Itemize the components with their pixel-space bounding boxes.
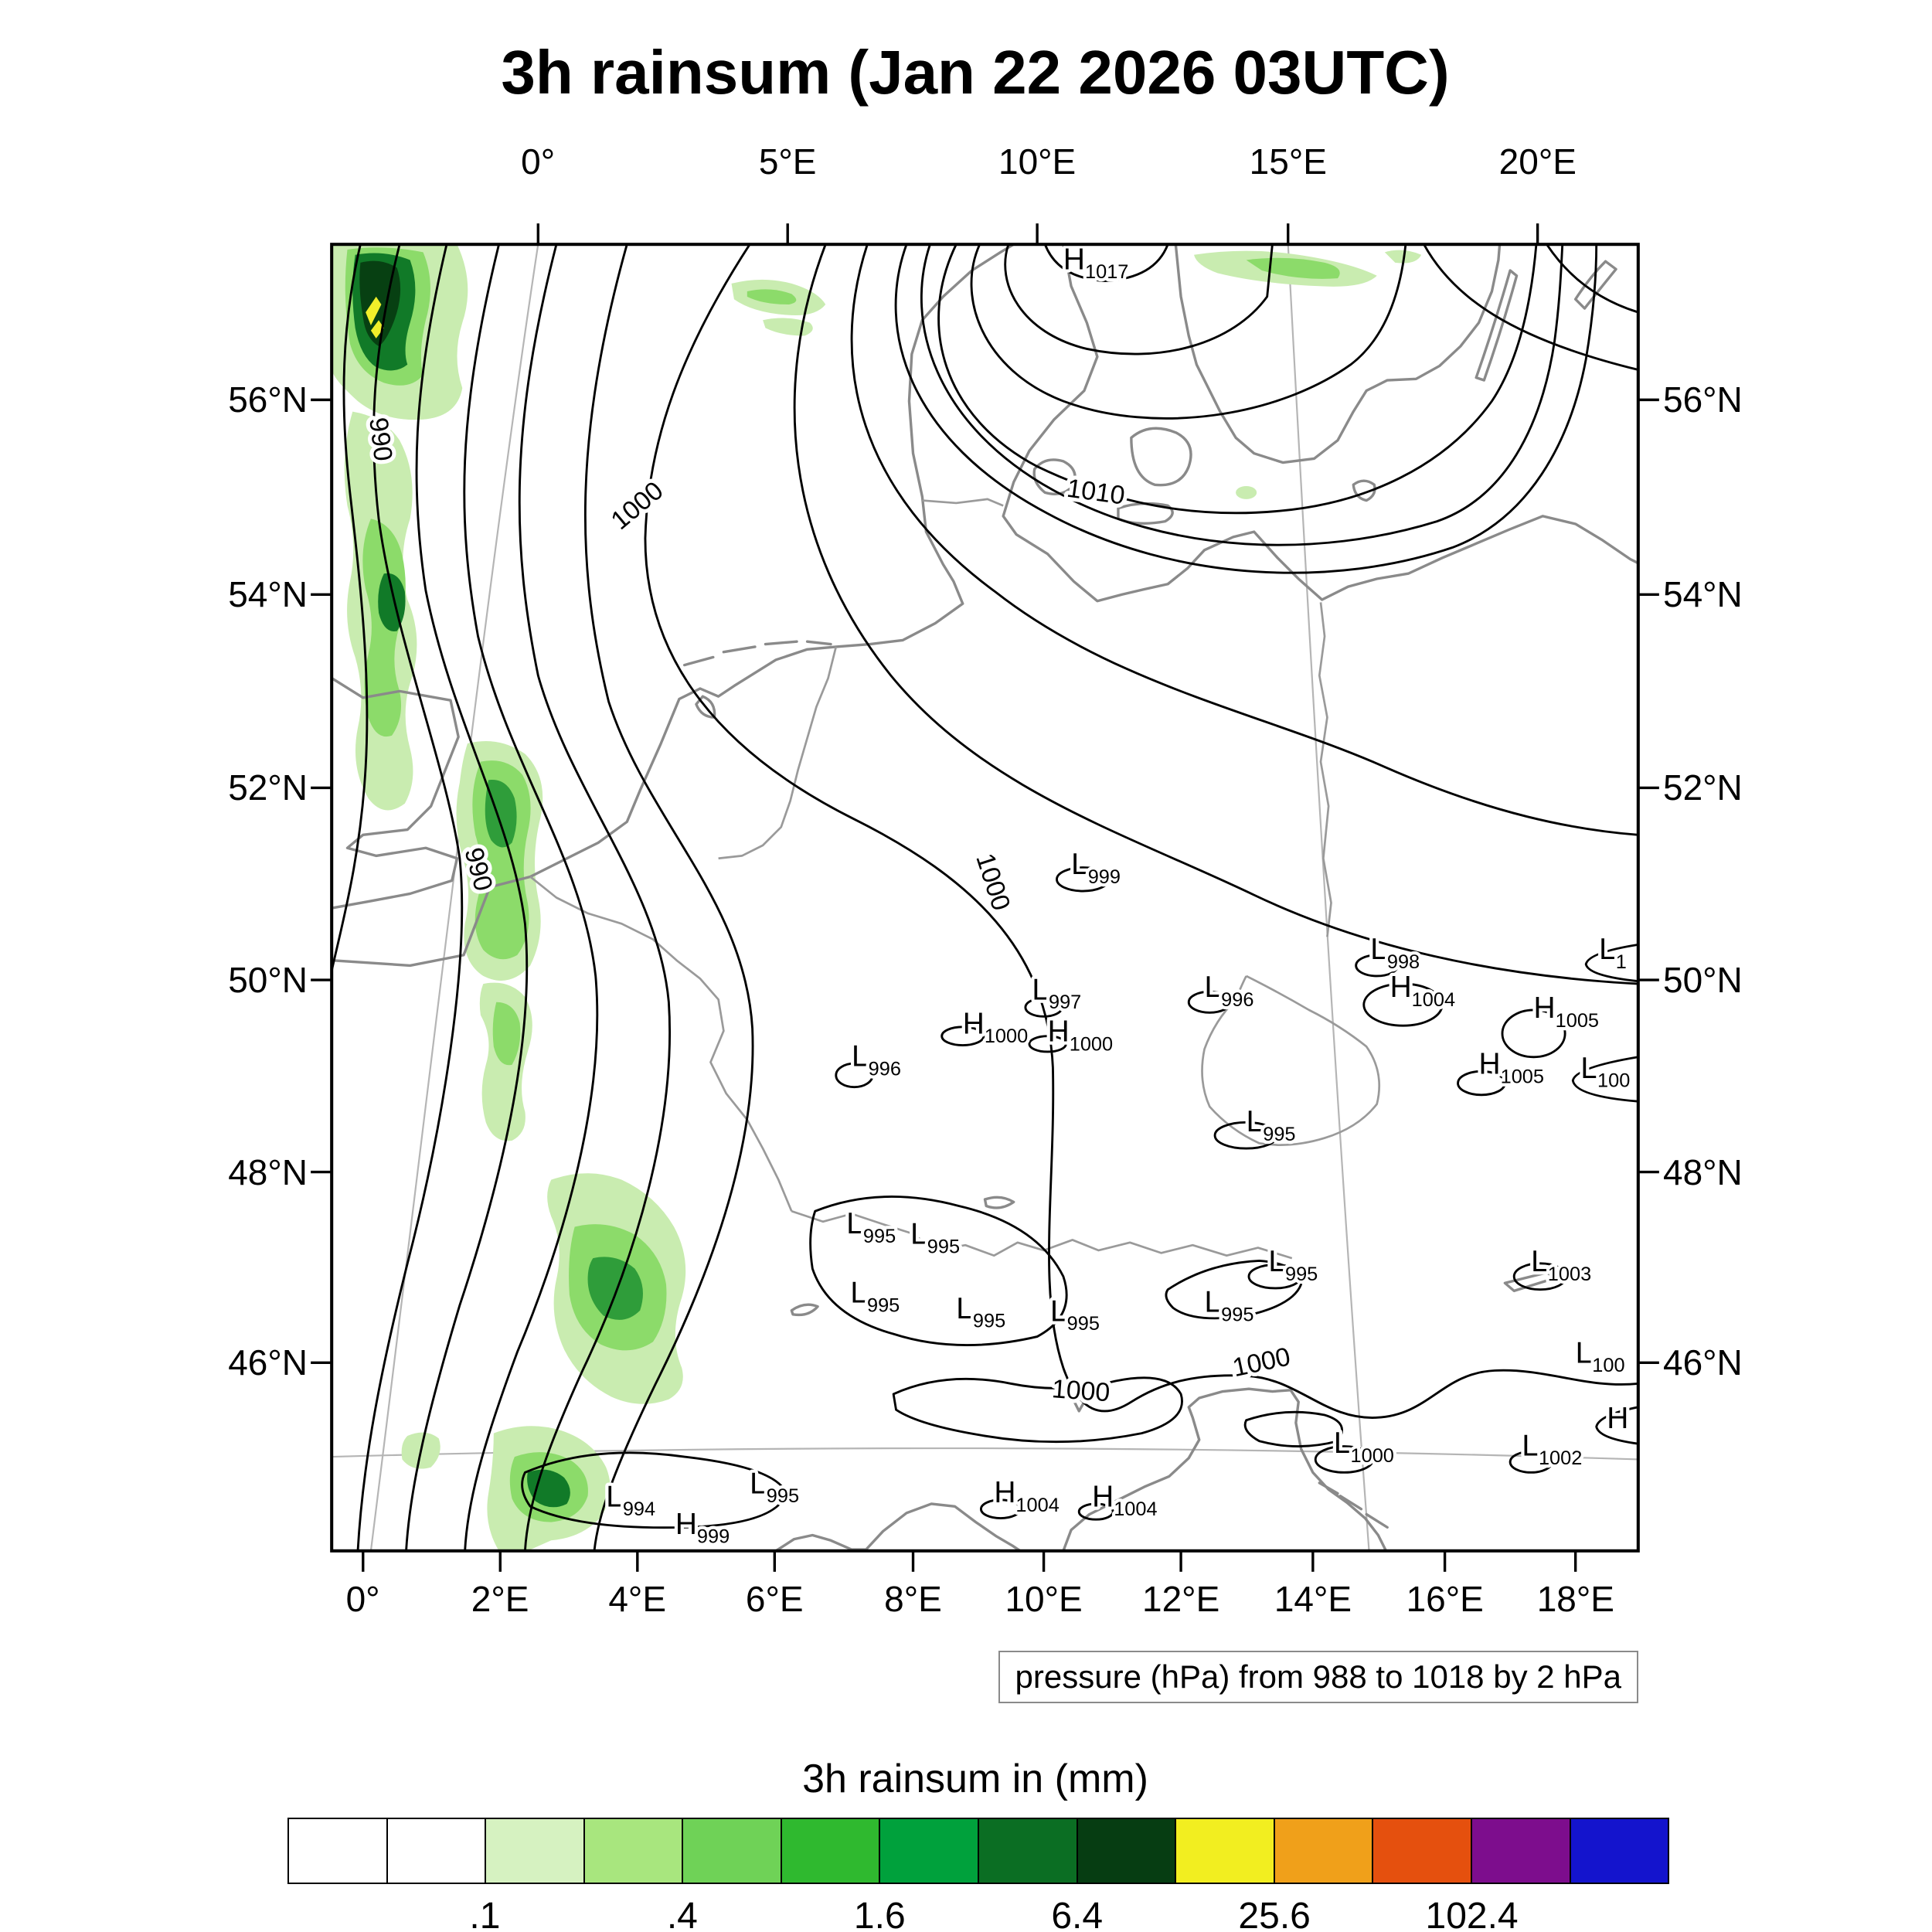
pressure-center-label: L100	[1580, 1052, 1630, 1092]
bottom-axis-label: 6°E	[745, 1579, 804, 1619]
colorbar-tick-label: 6.4	[1051, 1896, 1104, 1932]
pressure-caption: pressure (hPa) from 988 to 1018 by 2 hPa	[1015, 1658, 1621, 1695]
colorbar-tick-label: 102.4	[1425, 1896, 1519, 1932]
bottom-axis-label: 14°E	[1274, 1579, 1352, 1619]
pressure-center-label: L996	[1205, 971, 1254, 1011]
pressure-center-label: L995	[846, 1207, 896, 1247]
pressure-center-label: L996	[852, 1040, 901, 1080]
pressure-center-label: L999	[1071, 848, 1121, 888]
left-axis-label: 46°N	[228, 1342, 308, 1383]
pressure-center-label: H1005	[1534, 992, 1599, 1032]
bottom-axis-label: 16°E	[1406, 1579, 1484, 1619]
pressure-center-label: H1005	[1479, 1048, 1544, 1088]
colorbar-box	[1373, 1819, 1472, 1883]
bottom-axis-label: 18°E	[1536, 1579, 1614, 1619]
colorbar-box	[979, 1819, 1078, 1883]
colorbar-tick-label: .4	[666, 1896, 698, 1932]
colorbar-box	[584, 1819, 684, 1883]
colorbar-box	[1176, 1819, 1275, 1883]
pressure-center-label: L1002	[1522, 1429, 1582, 1469]
right-axis-label: 52°N	[1663, 767, 1743, 808]
right-axis-label: 50°N	[1663, 960, 1743, 1001]
pressure-center-label: L995	[1050, 1294, 1100, 1335]
left-axis-label: 52°N	[228, 767, 308, 808]
pressure-center-label: L995	[1268, 1245, 1318, 1285]
pressure-center-label: L995	[956, 1292, 1005, 1332]
pressure-center-label: L995	[1247, 1105, 1296, 1145]
top-axis-label: 20°E	[1498, 141, 1577, 182]
colorbar-box	[387, 1819, 487, 1883]
top-axis-label: 15°E	[1249, 141, 1327, 182]
top-axis-label: 5°E	[758, 141, 817, 182]
bottom-axis-label: 0°	[345, 1579, 380, 1619]
colorbar-box	[289, 1819, 388, 1883]
pressure-center-label: L1	[1599, 933, 1627, 973]
colorbar	[287, 1818, 1669, 1884]
pressure-center-label: L1003	[1531, 1245, 1591, 1285]
pressure-center-label: H1004	[1092, 1480, 1157, 1520]
right-axis-label: 54°N	[1663, 574, 1743, 615]
pressure-center-label: L997	[1032, 973, 1081, 1013]
map-background	[332, 244, 1638, 1551]
right-axis-label: 46°N	[1663, 1342, 1743, 1383]
colorbar-box	[1274, 1819, 1374, 1883]
colorbar-box	[1570, 1819, 1668, 1883]
pressure-center-label: H1004	[1390, 971, 1455, 1011]
pressure-center-label: H1017	[1063, 243, 1128, 283]
page-title: 3h rainsum (Jan 22 2026 03UTC)	[501, 38, 1450, 107]
country-borders	[529, 498, 1381, 1260]
top-axis-label: 10°E	[998, 141, 1077, 182]
colorbar-tick-label: 25.6	[1238, 1896, 1311, 1932]
isobar-value-label: 990	[363, 416, 398, 463]
pressure-center-label: L998	[1370, 933, 1420, 973]
top-axis-label: 0°	[521, 141, 556, 182]
colorbar-box	[683, 1819, 782, 1883]
bottom-axis-label: 10°E	[1005, 1579, 1083, 1619]
pressure-center-label: L995	[850, 1277, 900, 1317]
left-axis-label: 56°N	[228, 379, 308, 420]
coastlines	[332, 244, 1638, 1551]
bottom-axis-label: 8°E	[884, 1579, 942, 1619]
pressure-center-label: L995	[1205, 1285, 1254, 1325]
pressure-center-label: H1000	[963, 1007, 1028, 1047]
pressure-center-label: L994	[606, 1480, 655, 1520]
left-axis-label: 54°N	[228, 574, 308, 615]
pressure-caption-box: pressure (hPa) from 988 to 1018 by 2 hPa	[998, 1651, 1638, 1703]
colorbar-title: 3h rainsum in (mm)	[802, 1757, 1148, 1801]
left-axis-label: 50°N	[228, 960, 308, 1001]
bottom-axis-label: 12°E	[1142, 1579, 1220, 1619]
pressure-center-label: L995	[750, 1467, 799, 1507]
pressure-center-label: H1000	[1048, 1015, 1113, 1055]
pressure-center-label: H999	[675, 1508, 730, 1548]
map-frame	[330, 243, 1640, 1553]
colorbar-box	[1471, 1819, 1571, 1883]
pressure-center-label: H1004	[994, 1476, 1059, 1516]
pressure-center-label: H	[1607, 1402, 1628, 1435]
axis-ticks	[311, 223, 1659, 1572]
colorbar-box	[1077, 1819, 1177, 1883]
pressure-center-label: L995	[910, 1218, 960, 1258]
rain-shading	[332, 244, 1422, 1551]
isobar-value-label: 1000	[1051, 1374, 1111, 1407]
right-axis-label: 48°N	[1663, 1151, 1743, 1192]
pressure-center-label: L100	[1576, 1336, 1625, 1376]
pressure-contours	[332, 244, 1638, 1551]
right-axis-label: 56°N	[1663, 379, 1743, 420]
colorbar-box	[486, 1819, 585, 1883]
bottom-axis-label: 4°E	[608, 1579, 667, 1619]
colorbar-tick-label: .1	[469, 1896, 501, 1932]
left-axis-label: 48°N	[228, 1151, 308, 1192]
colorbar-box	[781, 1819, 881, 1883]
pressure-center-label: L1000	[1334, 1427, 1394, 1467]
colorbar-tick-label: 1.6	[853, 1896, 906, 1932]
colorbar-box	[880, 1819, 980, 1883]
bottom-axis-label: 2°E	[471, 1579, 529, 1619]
